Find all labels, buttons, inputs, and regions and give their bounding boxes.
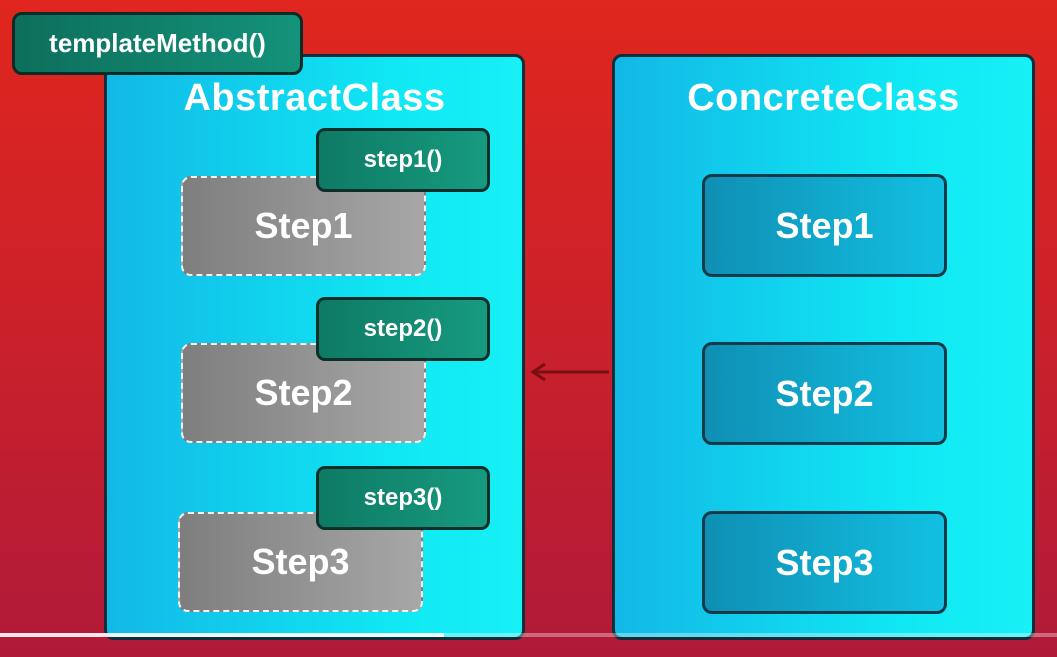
step3-method-label: step3() [363,484,443,511]
concrete-class-title: ConcreteClass [687,77,960,119]
video-progress-bar[interactable] [0,633,1057,637]
concrete-step2-box: Step2 [702,342,947,445]
inheritance-arrow [530,362,609,382]
abstract-class-panel: AbstractClass Step1 Step2 Step3 step1() … [104,54,525,640]
step1-method-label: step1() [363,146,443,173]
template-method-tag: templateMethod() [12,12,303,75]
video-progress-fill [0,633,444,637]
abstract-step2-box: Step2 [181,343,426,443]
concrete-step2-label: Step2 [775,372,874,414]
step2-method-label: step2() [363,315,443,342]
concrete-step1-label: Step1 [775,204,874,246]
abstract-class-title: AbstractClass [183,77,446,119]
abstract-step2-label: Step2 [254,372,353,413]
abstract-step1-label: Step1 [254,205,353,246]
concrete-step3-box: Step3 [702,511,947,614]
arrow-head [530,362,546,382]
abstract-step1-box: Step1 [181,176,426,276]
concrete-step3-label: Step3 [775,541,874,583]
step2-method-tag: step2() [316,297,490,361]
step1-method-tag: step1() [316,128,490,192]
concrete-step1-box: Step1 [702,174,947,277]
template-method-label: templateMethod() [49,28,266,58]
step3-method-tag: step3() [316,466,490,530]
concrete-class-panel: ConcreteClass Step1 Step2 Step3 [612,54,1035,640]
abstract-step3-label: Step3 [251,541,350,582]
